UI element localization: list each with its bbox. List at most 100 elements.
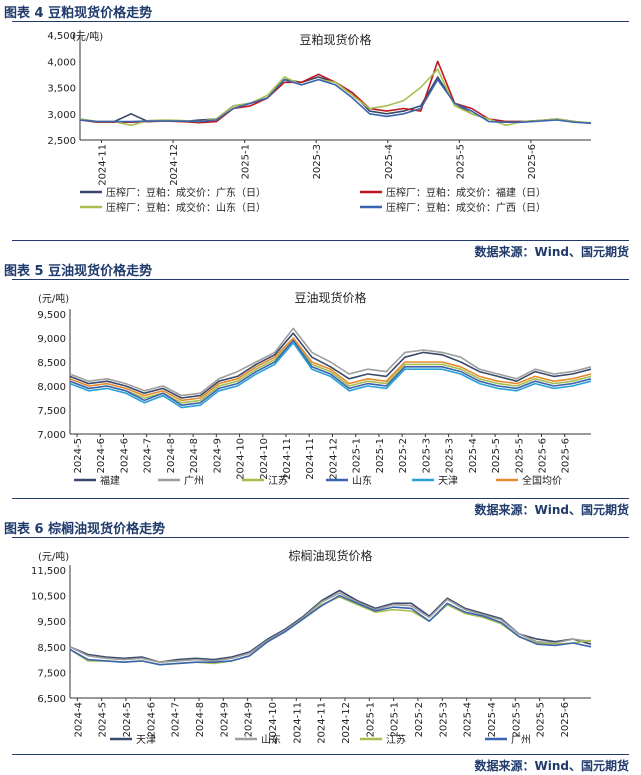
x-tick-label: 2025-4 [468,438,479,473]
x-tick-label: 2025-5 [511,702,522,737]
y-tick-label: 8,000 [37,382,66,393]
legend-label: 压榨厂：豆粕：成交价：山东（日） [106,201,266,214]
footer-divider [12,754,629,755]
x-tick-label: 2024-10 [268,702,279,744]
x-tick-label: 2024-7 [171,702,182,737]
y-tick-label: 8,500 [37,358,66,369]
series-line [79,60,592,124]
x-tick-label: 2024-8 [166,438,177,473]
x-tick-label: 2024-11 [282,438,293,480]
chart-title: 豆粕现货价格 [299,32,371,47]
x-tick-label: 2024-5 [98,702,109,737]
x-tick-label: 2025-1 [352,438,363,473]
x-tick-label: 2025-4 [384,144,395,179]
x-tick-label: 2025-5 [455,144,466,179]
series-line [69,342,592,409]
series-line [69,339,592,404]
x-tick-label: 2025-3 [445,438,456,473]
series-line [69,332,592,399]
x-tick-label: 2024-12 [341,702,352,744]
legend-label: 天津 [136,734,156,746]
x-tick-label: 2025-3 [421,438,432,473]
chart-title: 棕榈油现货价格 [288,548,372,563]
x-tick-label: 2025-1 [375,438,386,473]
x-tick-label: 2024-10 [259,438,270,480]
y-tick-label: 7,500 [37,668,66,679]
x-tick-label: 2024-11 [292,702,303,744]
footer-divider [12,498,629,499]
series-line [79,68,592,127]
x-tick-label: 2025-2 [398,438,409,473]
x-tick-label: 2024-9 [219,702,230,737]
legend-label: 压榨厂：豆粕：成交价：广东（日） [106,186,266,199]
x-tick-label: 2024-12 [169,144,180,186]
x-tick-label: 2024-10 [236,438,247,480]
x-tick-label: 2025-2 [414,702,425,737]
figure-title: 图表 5 豆油现货价格走势 [4,264,153,279]
legend-label: 江苏 [386,733,406,746]
series-line [69,339,592,406]
source-note: 数据来源：Wind、国元期货 [474,759,629,773]
y-tick-label: 8,500 [37,643,66,654]
series-line [69,327,592,397]
x-tick-label: 2024-5 [73,438,84,473]
x-tick-label: 2025-3 [438,702,449,737]
y-tick-label: 9,000 [37,334,66,345]
x-tick-label: 2024-9 [244,702,255,737]
x-tick-label: 2025-5 [514,438,525,473]
x-tick-label: 2025-6 [538,438,549,473]
footer-divider [12,240,629,241]
legend-label: 山东 [352,474,372,487]
x-tick-label: 2024-9 [212,438,223,473]
y-tick-label: 9,500 [37,617,66,628]
x-tick-label: 2025-6 [560,702,571,737]
x-tick-label: 2024-12 [328,438,339,480]
x-tick-label: 2024-6 [146,702,157,737]
y-axis-unit: (元/吨) [38,550,69,563]
legend-label: 江苏 [268,474,288,487]
y-tick-label: 7,000 [37,430,66,441]
x-tick-label: 2024-5 [122,702,133,737]
x-tick-label: 2025-6 [561,438,572,473]
y-tick-label: 6,500 [37,694,66,705]
figure-soymeal: 图表 4 豆粕现货价格走势 豆粕现货价格 (元/吨) 2,500 3,000 3,500… [0,0,641,262]
y-tick-label: 4,500 [47,31,76,42]
legend-label: 天津 [438,475,458,487]
x-tick-label: 2024-7 [143,438,154,473]
x-tick-label: 2024-11 [305,438,316,480]
x-tick-label: 2025-1 [390,702,401,737]
legend-label: 全国均价 [522,474,562,487]
y-tick-label: 10,500 [31,592,66,603]
y-tick-label: 3,000 [47,110,76,121]
series-line [69,594,592,666]
legend-label: 压榨厂：豆粕：成交价：广西（日） [386,201,546,214]
series-line [69,592,592,663]
figure-soyoil: 图表 5 豆油现货价格走势 豆油现货价格 (元/吨) 7,000 7,500 8,000… [0,262,641,520]
series-line [69,337,592,402]
legend-label: 广州 [184,475,204,487]
legend-label: 山东 [261,733,281,746]
figure-title: 图表 4 豆粕现货价格走势 [4,6,153,21]
y-axis-unit: (元/吨) [72,30,103,43]
x-tick-label: 2024-11 [97,144,108,186]
figure-palmoil: 图表 6 棕榈油现货价格走势 棕榈油现货价格 (元/吨) 6,500 7,500 8,5… [0,516,641,775]
x-tick-label: 2025-1 [365,702,376,737]
y-tick-label: 2,500 [47,136,76,147]
x-tick-label: 2025-5 [536,702,547,737]
x-tick-label: 2025-6 [527,144,538,179]
x-tick-label: 2025-4 [463,702,474,737]
y-tick-label: 4,000 [47,57,76,68]
x-tick-label: 2024-8 [189,438,200,473]
figure-title: 图表 6 棕榈油现货价格走势 [4,522,166,537]
soymeal-price-chart: 豆粕现货价格 (元/吨) 2,500 3,000 3,500 4,000 4,500 2024… [47,30,592,214]
y-tick-label: 3,500 [47,84,76,95]
x-tick-label: 2024-11 [317,702,328,744]
y-tick-label: 11,500 [31,566,66,577]
y-tick-label: 7,500 [37,406,66,417]
legend-label: 福建 [100,474,120,487]
series-line [79,76,592,124]
x-tick-label: 2025-5 [491,438,502,473]
series-line [79,78,592,124]
legend-label: 广州 [511,734,531,746]
x-tick-label: 2024-8 [195,702,206,737]
